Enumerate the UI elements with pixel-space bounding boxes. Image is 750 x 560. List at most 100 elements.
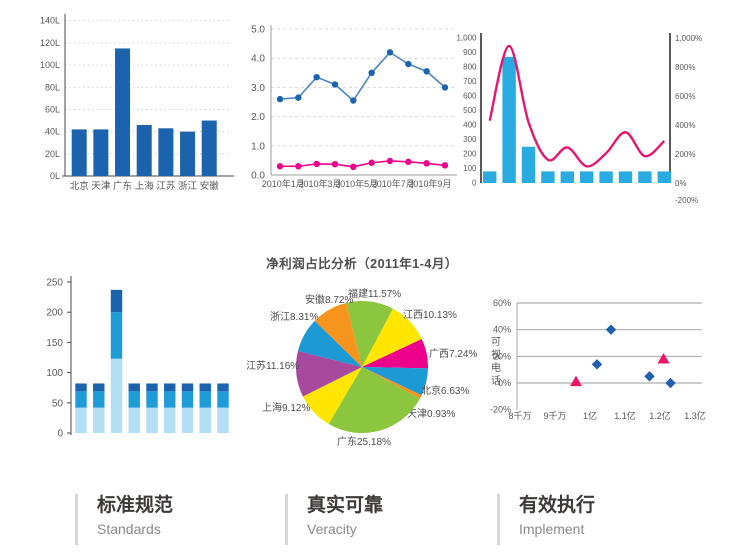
axis-tick-label: 800% <box>675 63 695 72</box>
feature-item-standards: 标准规范 Standards <box>75 494 173 545</box>
axis-tick-label: 100L <box>40 60 60 70</box>
bar <box>502 56 516 183</box>
feature-title-en: Veracity <box>307 521 357 537</box>
axis-tick-label: 400% <box>675 121 695 130</box>
pie-label: 广东25.18% <box>337 435 391 448</box>
axis-tick-label: 2.0 <box>251 112 265 123</box>
pie-slice <box>362 308 422 367</box>
bar-segment <box>93 407 105 433</box>
axis-tick-label: 200 <box>46 308 63 319</box>
x-label: 8千万 <box>508 411 531 421</box>
pie-slice <box>296 350 362 397</box>
category-label: 安徽 <box>200 180 220 192</box>
axis-tick-label: 1,000 <box>456 34 477 43</box>
data-point <box>405 158 412 166</box>
bar <box>580 171 594 183</box>
x-label: 2010年3月 <box>298 178 341 189</box>
bar <box>115 48 131 176</box>
bar-segment <box>110 289 123 313</box>
bar-segment <box>128 407 140 433</box>
axis-tick-label: 0L <box>50 171 60 181</box>
axis-tick-label: 50 <box>52 398 64 409</box>
bar <box>180 131 196 176</box>
category-label: 北京 <box>70 180 89 192</box>
scatter-point-diamond <box>591 359 603 370</box>
bar-segment <box>199 391 211 408</box>
axis-tick-label: 200 <box>463 150 477 159</box>
bar-segment <box>164 407 176 433</box>
feature-title-en: Implement <box>519 521 585 537</box>
series-line <box>279 51 446 102</box>
axis-tick-label: 1,000% <box>675 34 702 43</box>
data-point <box>423 160 430 167</box>
scatter-point-diamond <box>644 371 655 382</box>
bar-segment <box>93 383 105 392</box>
axis-tick-label: 0 <box>57 429 63 440</box>
axis-tick-label: 5.0 <box>251 25 265 36</box>
pie-slice <box>346 301 394 367</box>
bar-segment <box>75 391 87 408</box>
pie-slice <box>328 367 420 433</box>
axis-tick-label: 600% <box>675 92 695 101</box>
category-label: 江苏 <box>156 180 176 192</box>
axis-tick-label: 20% <box>493 351 511 361</box>
bar-segment <box>199 407 211 433</box>
axis-tick-label: -200% <box>675 196 698 205</box>
x-label: 1亿 <box>583 410 597 421</box>
data-point <box>295 163 302 170</box>
bar <box>158 128 174 176</box>
data-point <box>313 160 320 168</box>
bar-segment <box>164 391 176 408</box>
y-axis-title: 视 <box>491 348 501 361</box>
x-label: 2010年7月 <box>372 178 415 189</box>
axis-tick-label: 40% <box>493 325 511 335</box>
bar-segment <box>217 407 229 433</box>
axis-tick-label: 200% <box>675 150 695 159</box>
bar <box>638 171 652 183</box>
bar <box>541 171 555 183</box>
bar-segment <box>146 407 158 433</box>
axis-tick-label: 40L <box>45 127 60 137</box>
bar-segment <box>75 383 87 392</box>
axis-tick-label: 800 <box>463 63 477 72</box>
bar <box>657 171 671 183</box>
bar-segment <box>128 383 140 392</box>
data-point <box>276 163 284 170</box>
feature-title-en: Standards <box>97 521 161 537</box>
bar-segment <box>181 391 194 408</box>
pie-label: 江苏11.16% <box>246 359 299 372</box>
bar <box>93 129 109 176</box>
pie-label: 北京6.63% <box>421 384 469 397</box>
axis-tick-label: 80L <box>45 82 60 92</box>
axis-tick-label: 4.0 <box>251 54 265 65</box>
pie-label: 安徽8.72% <box>305 293 353 306</box>
category-label: 天津 <box>91 181 111 192</box>
pie-chart: 福建11.57%江西10.13% 广西7.24% 北京6.63% 天津0.93% 广东2… <box>246 287 477 448</box>
feature-title-zh: 真实可靠 <box>307 495 384 516</box>
bar-segment <box>93 391 105 408</box>
axis-tick-label: 1.0 <box>251 141 265 152</box>
x-label: 2010年1月 <box>262 178 305 189</box>
bar-segment <box>110 358 123 433</box>
pie-label: 上海9.12% <box>262 401 310 414</box>
axis-tick-label: 500 <box>463 106 477 115</box>
pie-chart-title: 净利润占比分析（2011年1-4月） <box>266 257 458 271</box>
pie-label: 天津0.93% <box>407 408 455 420</box>
features-row: 标准规范 Standards 真实可靠 Veracity 有效执行 Implem… <box>0 494 750 550</box>
axis-tick-label: 700 <box>463 77 477 86</box>
series-line <box>280 160 446 168</box>
axis-tick-label: 3.0 <box>251 83 265 94</box>
pie-slice <box>302 367 362 424</box>
pie-slice <box>314 302 362 367</box>
data-point <box>405 60 412 68</box>
bar-segment <box>75 407 87 433</box>
pie-slice <box>362 339 429 369</box>
data-point <box>368 159 375 166</box>
scatter-point-diamond <box>605 324 617 335</box>
data-point <box>331 160 339 168</box>
axis-tick-label: 100 <box>46 368 63 379</box>
feature-title-zh: 有效执行 <box>519 495 596 516</box>
bar-segment <box>164 383 176 392</box>
